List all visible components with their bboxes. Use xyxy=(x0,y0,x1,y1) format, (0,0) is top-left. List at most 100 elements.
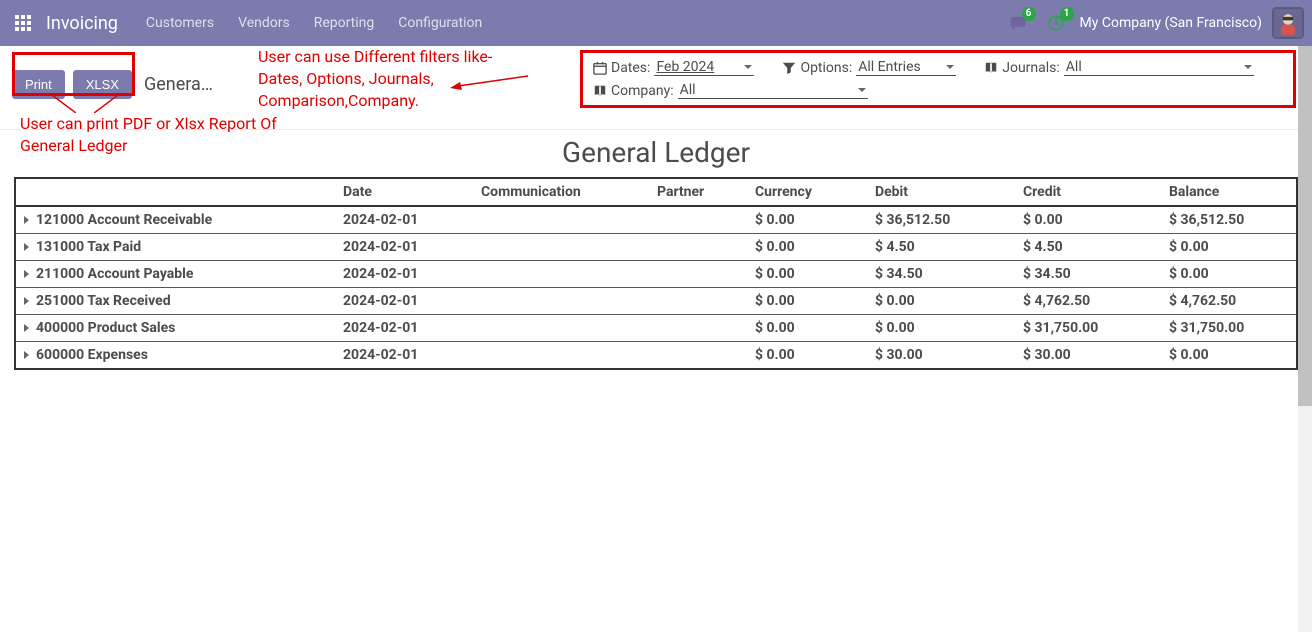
currency-cell: $ 0.00 xyxy=(747,206,867,234)
chevron-down-icon xyxy=(1244,65,1252,69)
table-row[interactable]: 400000 Product Sales 2024-02-01 $ 0.00$ 0.… xyxy=(15,315,1297,342)
nav-item-configuration[interactable]: Configuration xyxy=(388,9,492,37)
communication-cell xyxy=(473,206,649,234)
balance-cell: $ 0.00 xyxy=(1161,342,1297,370)
dates-label: Dates: xyxy=(611,60,650,76)
messaging-button[interactable]: 6 xyxy=(1004,9,1032,37)
activity-count-badge: 1 xyxy=(1060,7,1074,21)
chevron-down-icon xyxy=(858,88,866,92)
col-account xyxy=(15,178,335,206)
nav-item-reporting[interactable]: Reporting xyxy=(304,9,385,37)
balance-cell: $ 31,750.00 xyxy=(1161,315,1297,342)
journals-value: All xyxy=(1066,59,1082,75)
table-row[interactable]: 131000 Tax Paid2024-02-01$ 0.00$ 4.50$ 4… xyxy=(15,234,1297,261)
currency-cell: $ 0.00 xyxy=(747,288,867,315)
xlsx-button[interactable]: XLSX xyxy=(73,70,132,99)
partner-cell xyxy=(649,315,747,342)
dates-value: Feb 2024 xyxy=(656,59,714,75)
options-select[interactable]: All Entries xyxy=(856,59,956,76)
col-date: Date xyxy=(335,178,473,206)
currency-cell: $ 0.00 xyxy=(747,315,867,342)
company-select[interactable]: All xyxy=(678,82,868,99)
date-cell: 2024-02-01 xyxy=(335,206,473,234)
nav-menu: Customers Vendors Reporting Configuratio… xyxy=(136,9,492,37)
company-switcher[interactable]: My Company (San Francisco) xyxy=(1080,15,1262,31)
account-name: 211000 Account Payable xyxy=(36,266,193,282)
expand-icon[interactable] xyxy=(24,216,30,224)
debit-cell: $ 4.50 xyxy=(867,234,1015,261)
date-cell: 2024-02-01 xyxy=(335,261,473,288)
balance-cell: $ 0.00 xyxy=(1161,261,1297,288)
avatar-icon xyxy=(1274,9,1302,37)
communication-cell xyxy=(473,342,649,370)
date-cell: 2024-02-01 xyxy=(335,315,473,342)
user-avatar[interactable] xyxy=(1272,7,1304,39)
credit-cell: $ 4,762.50 xyxy=(1015,288,1161,315)
activity-button[interactable]: 1 xyxy=(1042,9,1070,37)
expand-icon[interactable] xyxy=(24,297,30,305)
top-nav: Invoicing Customers Vendors Reporting Co… xyxy=(0,0,1312,46)
date-cell: 2024-02-01 xyxy=(335,234,473,261)
account-cell[interactable]: 131000 Tax Paid xyxy=(24,239,327,255)
col-debit: Debit xyxy=(867,178,1015,206)
nav-right: 6 1 My Company (San Francisco) xyxy=(1004,7,1304,39)
expand-icon[interactable] xyxy=(24,243,30,251)
breadcrumb[interactable]: Genera… xyxy=(144,74,213,95)
filters-panel: Dates: Feb 2024 Options: All Entries Jou… xyxy=(580,50,1296,108)
calendar-icon xyxy=(593,61,607,75)
date-cell: 2024-02-01 xyxy=(335,342,473,370)
currency-cell: $ 0.00 xyxy=(747,261,867,288)
table-row[interactable]: 121000 Account Receivable 2024-02-01 $ 0.0… xyxy=(15,206,1297,234)
account-name: 251000 Tax Received xyxy=(36,293,171,309)
partner-cell xyxy=(649,234,747,261)
filter-options: Options: All Entries xyxy=(782,59,956,76)
apps-icon[interactable] xyxy=(0,0,46,46)
account-cell[interactable]: 121000 Account Receivable xyxy=(24,212,327,228)
communication-cell xyxy=(473,315,649,342)
account-cell[interactable]: 211000 Account Payable xyxy=(24,266,327,282)
communication-cell xyxy=(473,288,649,315)
debit-cell: $ 0.00 xyxy=(867,288,1015,315)
partner-cell xyxy=(649,261,747,288)
account-name: 121000 Account Receivable xyxy=(36,212,212,228)
debit-cell: $ 34.50 xyxy=(867,261,1015,288)
debit-cell: $ 36,512.50 xyxy=(867,206,1015,234)
currency-cell: $ 0.00 xyxy=(747,342,867,370)
account-cell[interactable]: 251000 Tax Received xyxy=(24,293,327,309)
balance-cell: $ 36,512.50 xyxy=(1161,206,1297,234)
account-cell[interactable]: 600000 Expenses xyxy=(24,347,327,363)
journals-select[interactable]: All xyxy=(1064,59,1254,76)
credit-cell: $ 30.00 xyxy=(1015,342,1161,370)
journals-label: Journals: xyxy=(1002,60,1060,76)
scrollbar-thumb[interactable] xyxy=(1298,46,1312,406)
debit-cell: $ 0.00 xyxy=(867,315,1015,342)
filter-company: Company: All xyxy=(593,82,868,99)
vertical-scrollbar[interactable] xyxy=(1298,46,1312,632)
table-header-row: Date Communication Partner Currency Debi… xyxy=(15,178,1297,206)
account-name: 600000 Expenses xyxy=(36,347,148,363)
app-brand[interactable]: Invoicing xyxy=(46,13,118,34)
dates-select[interactable]: Feb 2024 xyxy=(654,59,754,76)
partner-cell xyxy=(649,342,747,370)
partner-cell xyxy=(649,288,747,315)
col-balance: Balance xyxy=(1161,178,1297,206)
expand-icon[interactable] xyxy=(24,324,30,332)
account-name: 131000 Tax Paid xyxy=(36,239,141,255)
table-row[interactable]: 251000 Tax Received2024-02-01$ 0.00$ 0.0… xyxy=(15,288,1297,315)
company-value: All xyxy=(680,82,696,98)
expand-icon[interactable] xyxy=(24,351,30,359)
options-label: Options: xyxy=(800,60,852,76)
nav-item-vendors[interactable]: Vendors xyxy=(228,9,300,37)
filter-journals: Journals: All xyxy=(984,59,1254,76)
general-ledger-table: Date Communication Partner Currency Debi… xyxy=(14,177,1298,370)
account-cell[interactable]: 400000 Product Sales xyxy=(24,320,327,336)
nav-item-customers[interactable]: Customers xyxy=(136,9,224,37)
table-row[interactable]: 600000 Expenses2024-02-01$ 0.00$ 30.00$ … xyxy=(15,342,1297,370)
funnel-icon xyxy=(782,61,796,75)
print-button[interactable]: Print xyxy=(12,70,65,99)
expand-icon[interactable] xyxy=(24,270,30,278)
table-row[interactable]: 211000 Account Payable2024-02-01$ 0.00$ … xyxy=(15,261,1297,288)
partner-cell xyxy=(649,206,747,234)
credit-cell: $ 34.50 xyxy=(1015,261,1161,288)
col-communication: Communication xyxy=(473,178,649,206)
